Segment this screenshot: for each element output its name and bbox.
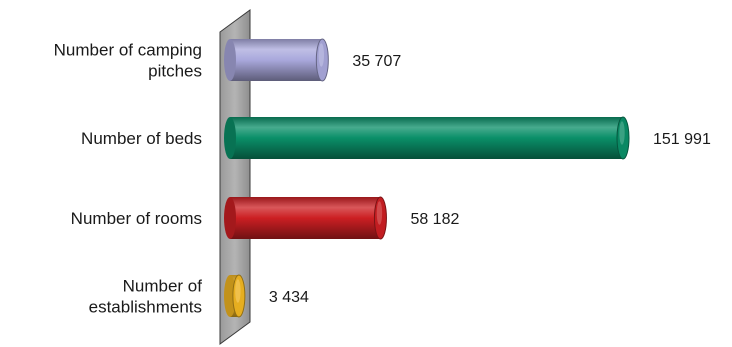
- bar-end-highlight: [619, 121, 625, 145]
- chart-back-wall: [219, 9, 251, 345]
- value-labels: 35 707 151 991 58 182 3 434: [269, 53, 711, 306]
- bar-body: [230, 117, 623, 159]
- value-label: 151 991: [653, 131, 711, 148]
- bar-end-highlight: [235, 279, 241, 303]
- category-labels: Number of camping pitches Number of beds Nu…: [54, 41, 203, 317]
- bar-start-cap: [224, 39, 236, 81]
- value-label: 35 707: [352, 53, 401, 70]
- category-label: Number of camping: [54, 41, 202, 60]
- category-label: Number of beds: [81, 129, 202, 148]
- bar-start-cap: [224, 117, 236, 159]
- bar-end-highlight: [376, 201, 383, 225]
- bar-body: [230, 39, 323, 81]
- back-wall-plane: [219, 9, 251, 345]
- value-label: 58 182: [410, 211, 459, 228]
- bars-group: [224, 38, 630, 318]
- bar-3: [224, 274, 246, 318]
- value-label: 3 434: [269, 289, 309, 306]
- bar-2: [224, 196, 387, 240]
- category-label: establishments: [89, 298, 202, 317]
- bar-start-cap: [224, 197, 236, 239]
- category-label: Number of rooms: [71, 209, 202, 228]
- bar-start-cap: [224, 275, 236, 317]
- bar-1: [224, 116, 630, 160]
- bar-end-highlight: [318, 43, 325, 67]
- category-label: Number of: [123, 277, 203, 296]
- category-label: pitches: [148, 62, 202, 81]
- bar-body: [230, 197, 381, 239]
- bar-0: [224, 38, 329, 82]
